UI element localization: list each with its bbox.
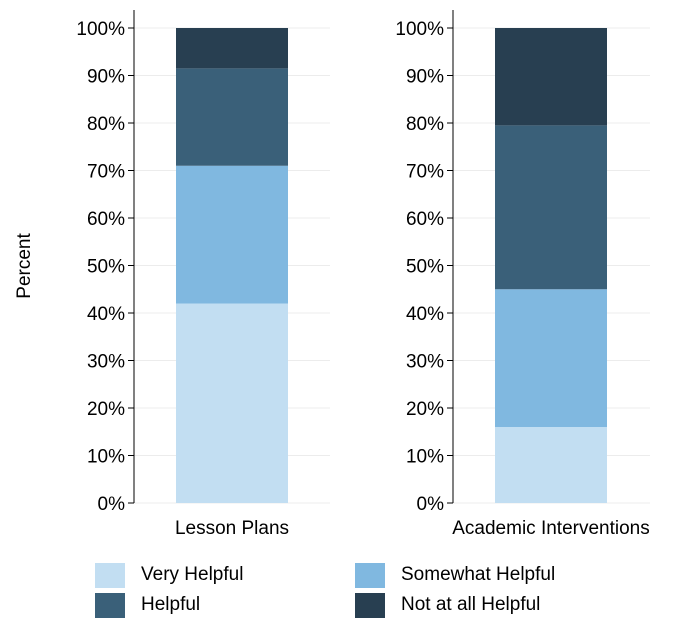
y-tick-label: 50% [406,257,444,278]
bar-segment-very-helpful [176,303,288,503]
y-tick-label: 60% [87,209,125,230]
legend-label: Very Helpful [141,564,244,585]
legend-swatch [95,592,125,618]
bar-segment-somewhat-helpful [176,165,288,304]
y-tick-label: 10% [87,447,125,468]
y-tick-label: 80% [406,114,444,135]
bar-segment-helpful [176,68,288,166]
legend-swatch [95,562,125,588]
y-tick-label: 70% [406,162,444,183]
legend-item-not-at-all-helpful: Not at all Helpful [355,590,615,620]
x-category-label: Academic Interventions [452,518,650,539]
legend-label: Somewhat Helpful [401,564,556,585]
chart: Percent 0% 10% 20% 30% 40% 50% 60% 70% 80% 90% 100… [14,10,650,539]
bar-segment-not-at-all-helpful [495,28,607,126]
y-tick-label: 90% [406,67,444,88]
y-tick-label: 100% [395,19,444,40]
legend-item-helpful: Helpful [95,590,355,620]
bar-segment-somewhat-helpful [495,289,607,427]
y-tick-label: 0% [98,494,126,515]
y-tick-label: 20% [87,399,125,420]
bar-segment-very-helpful [495,427,607,503]
y-tick-label: 0% [417,494,445,515]
legend-item-very-helpful: Very Helpful [95,560,355,590]
y-tick-label: 10% [406,447,444,468]
y-tick-label: 30% [87,352,125,373]
legend-label: Not at all Helpful [401,594,541,615]
y-tick-label: 20% [406,399,444,420]
legend-item-somewhat-helpful: Somewhat Helpful [355,560,615,590]
y-tick-label: 80% [87,114,125,135]
panel-academic-interventions: 0% 10% 20% 30% 40% 50% 60% 70% 80% 90% 100% Academi… [395,10,650,539]
y-tick-label: 70% [87,162,125,183]
bar-segment-not-at-all-helpful [176,28,288,69]
y-tick-label: 60% [406,209,444,230]
legend-swatch [355,592,385,618]
y-tick-label: 30% [406,352,444,373]
y-tick-label: 90% [87,67,125,88]
y-tick-label: 50% [87,257,125,278]
panel-lesson-plans: 0% 10% 20% 30% 40% 50% 60% 70% 80% 90% 100% Lesson … [76,10,330,539]
legend: Very Helpful Somewhat Helpful Helpful Not a… [95,560,655,620]
y-tick-label: 100% [76,19,125,40]
legend-swatch [355,562,385,588]
y-tick-label: 40% [87,304,125,325]
y-tick-label: 40% [406,304,444,325]
y-axis-label: Percent [14,233,35,299]
legend-label: Helpful [141,594,201,615]
bar-segment-helpful [495,125,607,290]
x-category-label: Lesson Plans [175,518,289,539]
